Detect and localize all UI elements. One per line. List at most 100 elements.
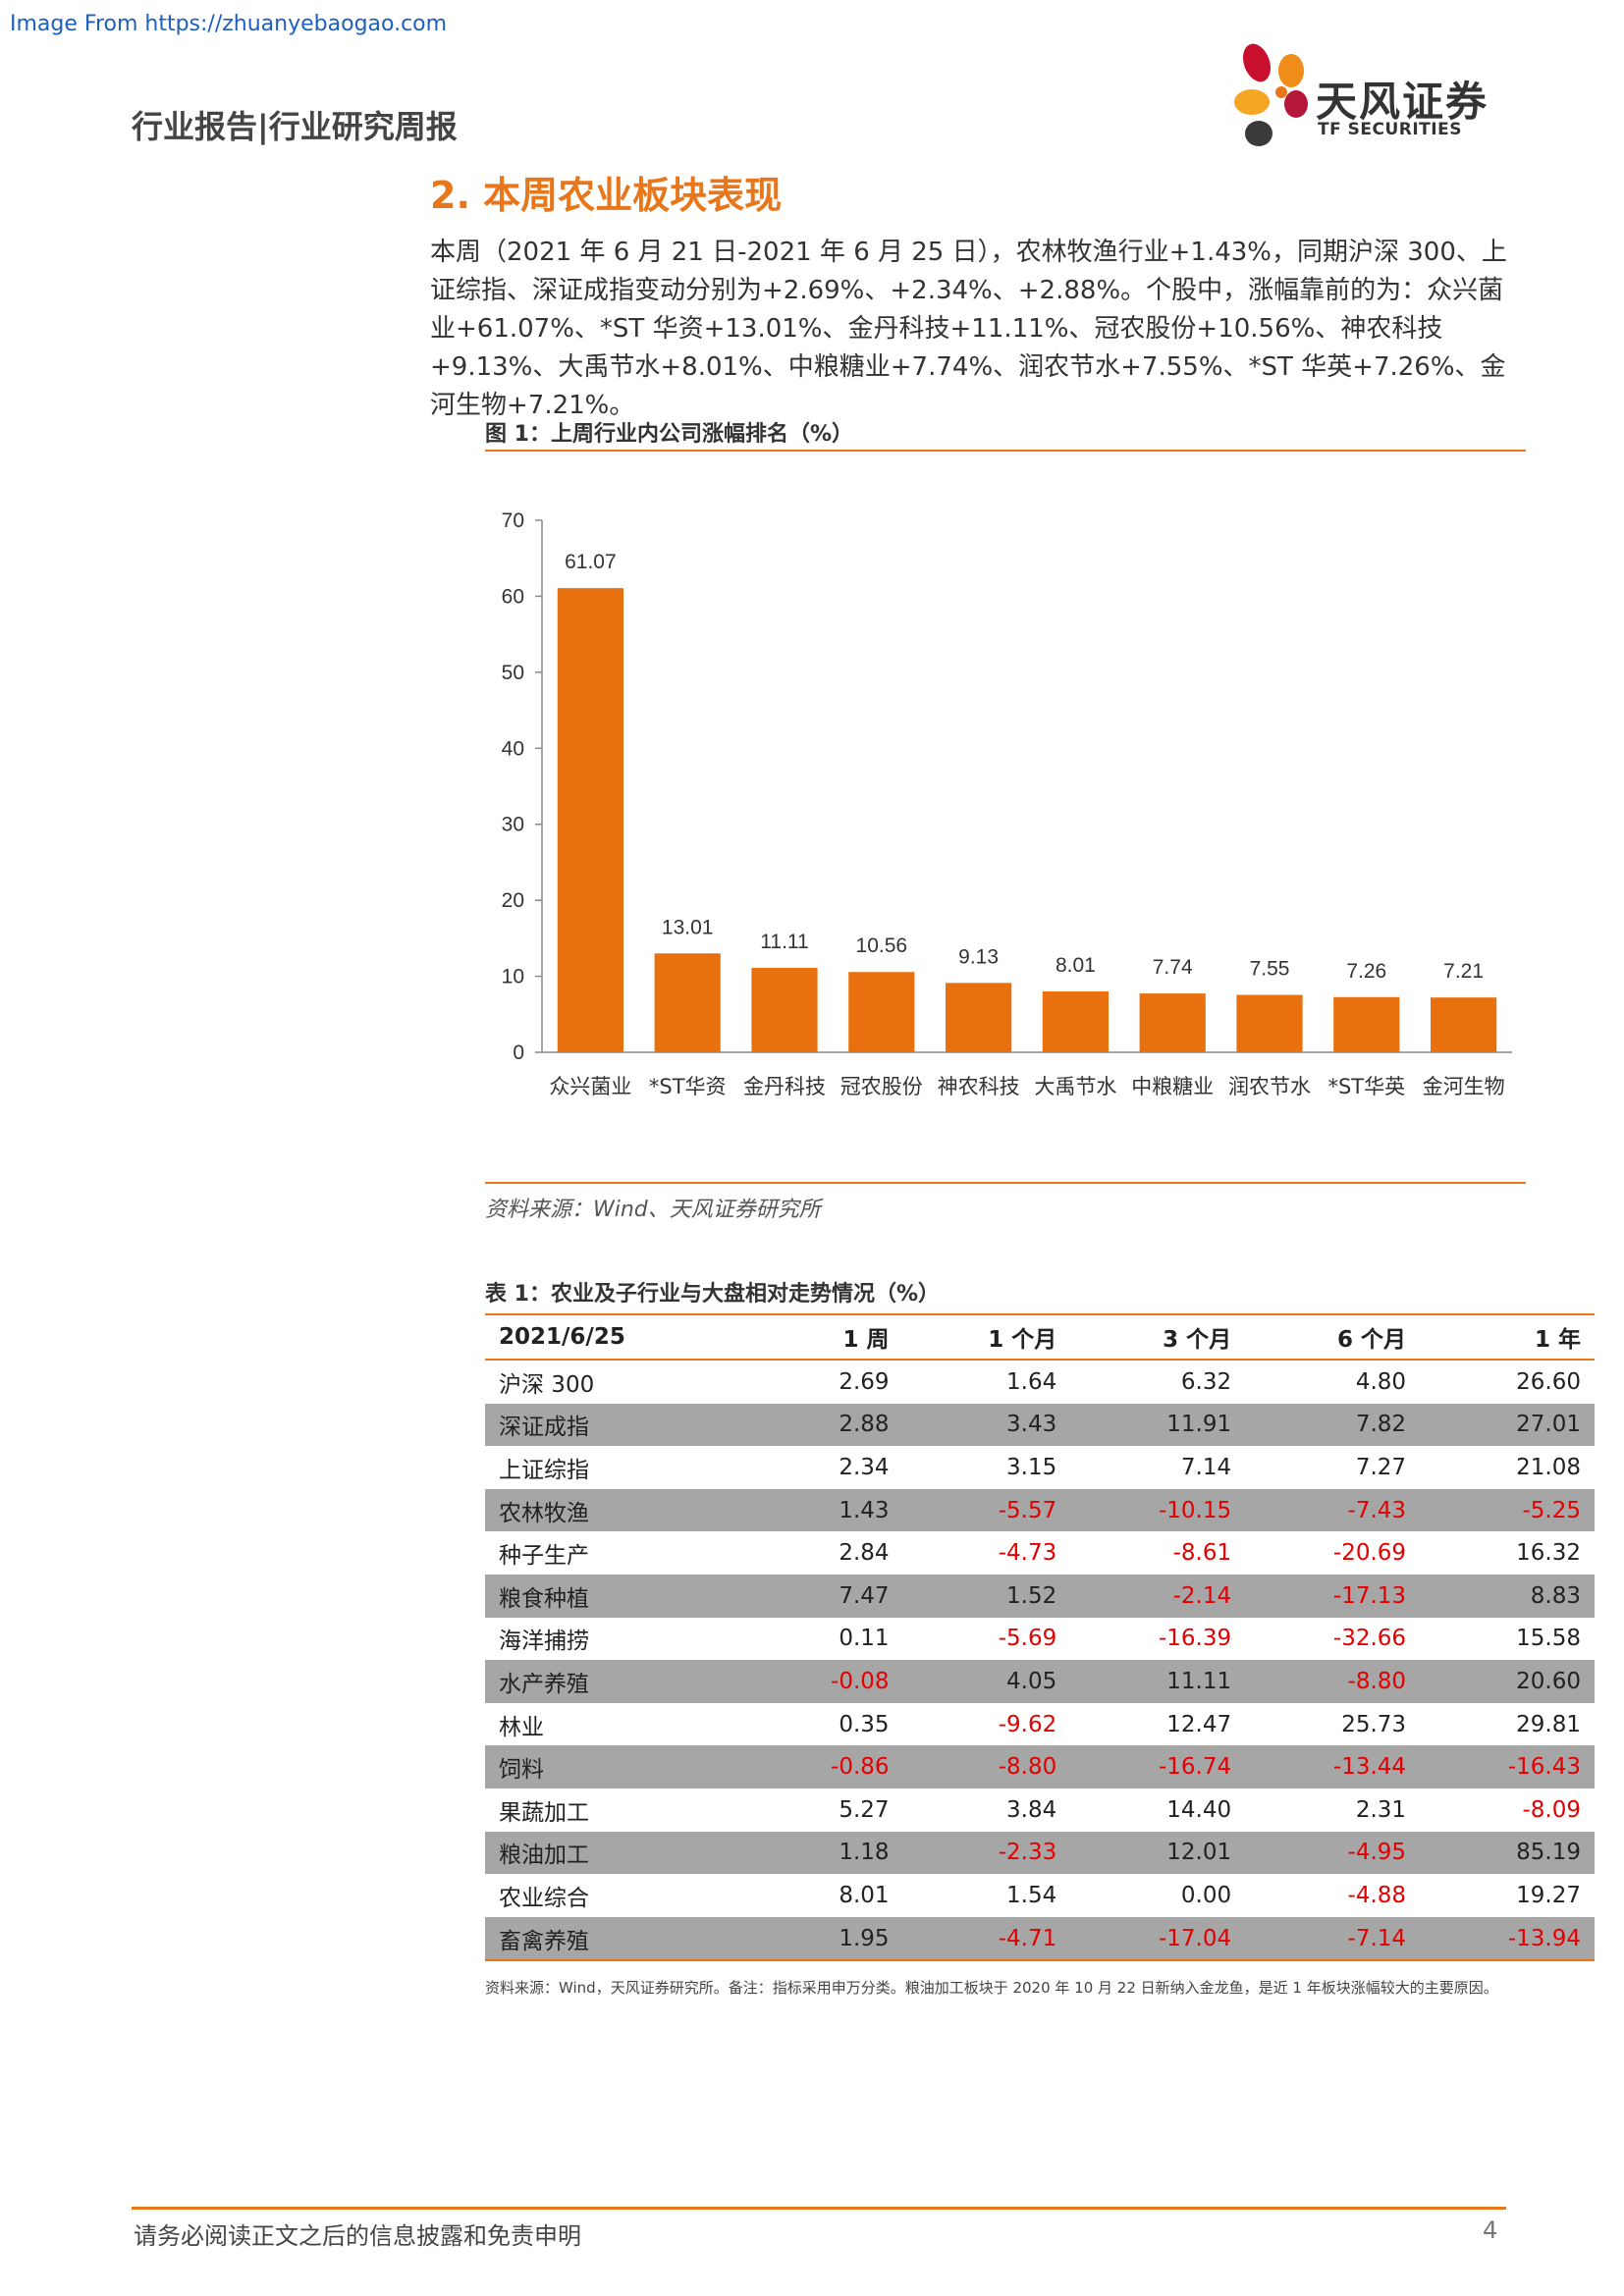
table-row: 农林牧渔 1.43 -5.57 -10.15 -7.43 -5.25 xyxy=(485,1488,1595,1532)
bar-4 xyxy=(848,972,915,1052)
watermark-text: Image From https://zhuanyebaogao.com xyxy=(10,12,448,36)
bar-value-label: 7.55 xyxy=(1250,958,1290,981)
table-header-cell: 3 个月 xyxy=(1163,1327,1232,1353)
y-tick-label: 10 xyxy=(502,966,524,988)
tf-securities-logo xyxy=(1234,43,1308,146)
table-row-label: 粮油加工 xyxy=(485,1831,754,1875)
bar-8 xyxy=(1236,994,1303,1052)
table-cell: -17.13 xyxy=(1245,1574,1421,1618)
gain-ranking-bar-chart: 0 10 20 30 40 50 60 70 61.07 13.01 11.11 10.56 9.13… xyxy=(502,509,1512,1098)
bar-value-label: 8.01 xyxy=(1056,954,1096,977)
table-cell: -17.04 xyxy=(1070,1916,1246,1961)
bar-5 xyxy=(946,983,1012,1052)
table-cell: -7.43 xyxy=(1245,1488,1421,1532)
table-cell: 2.84 xyxy=(839,1540,890,1567)
x-category-label: 金丹科技 xyxy=(743,1075,826,1098)
bar-7 xyxy=(1139,993,1206,1052)
table-cell: 1.18 xyxy=(753,1831,903,1875)
footer-rule xyxy=(132,2207,1506,2210)
bar-value-label: 13.01 xyxy=(662,916,714,938)
table-cell: 3.43 xyxy=(902,1403,1071,1447)
table-row-label: 沪深 300 xyxy=(499,1371,595,1398)
table-cell: 7.27 xyxy=(1355,1454,1407,1480)
table-cell: -13.44 xyxy=(1245,1745,1421,1789)
table-cell: -4.95 xyxy=(1245,1831,1421,1875)
bar-1 xyxy=(557,588,623,1052)
figure-top-rule xyxy=(485,450,1526,452)
table-row: 深证成指 2.88 3.43 11.91 7.82 27.01 xyxy=(485,1403,1595,1447)
table-cell: 14.40 xyxy=(1166,1796,1232,1823)
table-header-cell: 2021/6/25 xyxy=(499,1324,625,1350)
table-cell: -9.62 xyxy=(998,1711,1057,1737)
table-row: 水产养殖 -0.08 4.05 11.11 -8.80 20.60 xyxy=(485,1660,1595,1703)
bar-value-label: 10.56 xyxy=(856,934,908,957)
x-category-label: 众兴菌业 xyxy=(549,1075,631,1098)
table-row: 粮食种植 7.47 1.52 -2.14 -17.13 8.83 xyxy=(485,1574,1595,1618)
bar-value-label: 7.26 xyxy=(1346,960,1386,983)
table-cell: -4.73 xyxy=(998,1540,1057,1567)
table-cell: 0.35 xyxy=(839,1711,890,1737)
table-cell: 3.15 xyxy=(1006,1454,1057,1480)
bar-2 xyxy=(654,953,721,1052)
table-cell: -16.74 xyxy=(1070,1745,1246,1789)
table-cell: 27.01 xyxy=(1420,1403,1595,1447)
table-cell: 2.31 xyxy=(1355,1796,1407,1823)
x-category-label: *ST华英 xyxy=(1327,1075,1405,1098)
bar-value-label: 7.21 xyxy=(1443,960,1484,983)
table-cell: 4.05 xyxy=(902,1660,1071,1703)
table-cell: 1.54 xyxy=(1006,1882,1057,1908)
performance-table-wrapper: 2021/6/25 1 周 1 个月 3 个月 6 个月 1 年 沪深 300 2.69 1.… xyxy=(485,1313,1595,1961)
figure-caption: 图 1：上周行业内公司涨幅排名（%） xyxy=(485,422,854,447)
table-row: 粮油加工 1.18 -2.33 12.01 -4.95 85.19 xyxy=(485,1831,1595,1875)
table-source-note: 资料来源：Wind，天风证券研究所。备注：指标采用申万分类。粮油加工板块于 20… xyxy=(485,1979,1498,1997)
figure-source: 资料来源：Wind、天风证券研究所 xyxy=(485,1198,821,1222)
x-category-label: 金河生物 xyxy=(1423,1075,1505,1098)
x-category-label: 中粮糖业 xyxy=(1131,1075,1214,1098)
table-cell: 26.60 xyxy=(1516,1368,1581,1395)
table-row-label: 水产养殖 xyxy=(485,1660,754,1703)
table-cell: -16.39 xyxy=(1158,1626,1232,1652)
bar-10 xyxy=(1431,997,1497,1052)
table-cell: -2.33 xyxy=(902,1831,1071,1875)
footer-disclaimer: 请务必阅读正文之后的信息披露和免责申明 xyxy=(134,2222,581,2250)
table-body: 沪深 300 2.69 1.64 6.32 4.80 26.60 深证成指 2.88 3.43 1… xyxy=(485,1360,1595,1961)
table-cell: 8.83 xyxy=(1420,1574,1595,1618)
table-cell: 1.52 xyxy=(902,1574,1071,1618)
y-tick-label: 50 xyxy=(502,662,524,684)
table-cell: 0.00 xyxy=(1180,1882,1232,1908)
table-row: 果蔬加工 5.27 3.84 14.40 2.31 -8.09 xyxy=(485,1789,1595,1832)
table-cell: -8.80 xyxy=(902,1745,1071,1789)
table-cell: 2.69 xyxy=(839,1368,890,1395)
table-cell: -32.66 xyxy=(1332,1626,1407,1652)
table-cell: 0.11 xyxy=(839,1626,890,1652)
bars-group: 61.07 13.01 11.11 10.56 9.13 8.01 7.74 7.55 7.26… xyxy=(557,551,1497,1052)
y-tick-label: 60 xyxy=(502,585,524,608)
table-cell: -8.09 xyxy=(1522,1796,1581,1823)
table-header-cell: 1 年 xyxy=(1534,1327,1581,1353)
table-cell: 15.58 xyxy=(1516,1626,1581,1652)
table-cell: 6.32 xyxy=(1180,1368,1232,1395)
table-row: 海洋捕捞 0.11 -5.69 -16.39 -32.66 15.58 xyxy=(485,1618,1595,1661)
table-cell: -2.14 xyxy=(1070,1574,1246,1618)
table-caption: 表 1：农业及子行业与大盘相对走势情况（%） xyxy=(485,1282,941,1307)
table-cell: -4.88 xyxy=(1347,1882,1407,1908)
logo-english-text: TF SECURITIES xyxy=(1318,120,1462,139)
table-row: 林业 0.35 -9.62 12.47 25.73 29.81 xyxy=(485,1703,1595,1746)
table-cell: -7.14 xyxy=(1245,1916,1421,1961)
table-cell: -16.43 xyxy=(1420,1745,1595,1789)
table-cell: 2.88 xyxy=(753,1403,903,1447)
x-category-label: 润农节水 xyxy=(1228,1075,1311,1098)
x-axis-labels: 众兴菌业 *ST华资 金丹科技 冠农股份 神农科技 大禹节水 中粮糖业 润农节水 *ST华英 金河… xyxy=(549,1075,1504,1098)
table-cell: 2.34 xyxy=(839,1454,890,1480)
table-row-label: 林业 xyxy=(499,1714,544,1740)
table-cell: 12.01 xyxy=(1070,1831,1246,1875)
table-cell: 1.64 xyxy=(1006,1368,1057,1395)
x-category-label: *ST华资 xyxy=(649,1075,727,1098)
table-row-label: 种子生产 xyxy=(499,1543,589,1570)
table-cell: -13.94 xyxy=(1420,1916,1595,1961)
page-header-title: 行业报告|行业研究周报 xyxy=(132,108,458,145)
table-row-label: 饲料 xyxy=(485,1745,754,1789)
table-cell: 25.73 xyxy=(1341,1711,1407,1737)
bar-9 xyxy=(1333,996,1400,1052)
figure-bottom-rule xyxy=(485,1182,1526,1184)
